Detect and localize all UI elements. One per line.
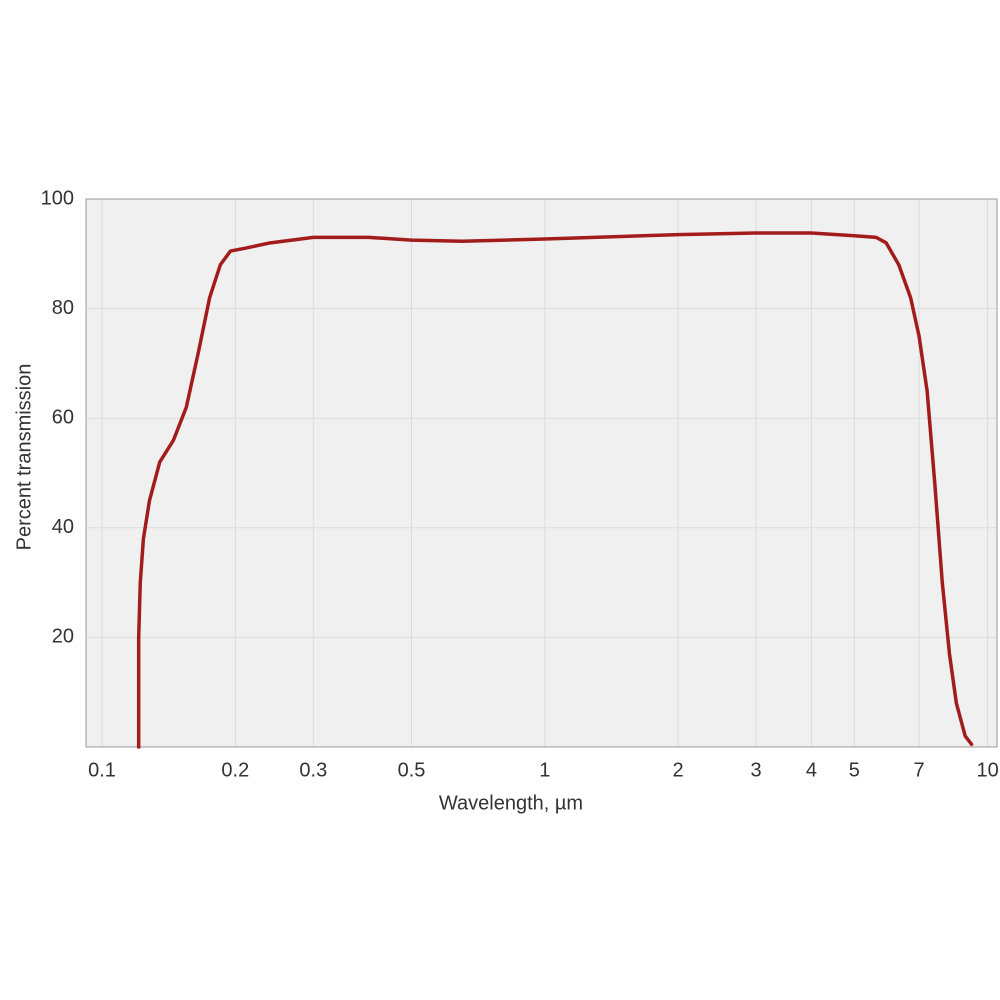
- x-tick-label: 10: [976, 759, 998, 781]
- x-tick-label: 0.5: [398, 759, 426, 781]
- plot-area: [86, 199, 997, 747]
- x-axis-label: Wavelength, µm: [439, 792, 583, 814]
- data-line: [136, 231, 974, 749]
- x-tick-label: 3: [751, 759, 762, 781]
- y-tick-label: 40: [52, 516, 74, 538]
- y-tick-label: 80: [52, 297, 74, 319]
- x-tick-label: 4: [806, 759, 817, 781]
- plot-border: [85, 198, 998, 748]
- y-tick-label: 60: [52, 406, 74, 428]
- x-tick-label: 0.3: [299, 759, 327, 781]
- y-tick-label: 20: [52, 626, 74, 648]
- x-tick-label: 0.2: [221, 759, 249, 781]
- x-tick-label: 7: [913, 759, 924, 781]
- x-tick-label: 5: [849, 759, 860, 781]
- y-axis-label: Percent transmission: [13, 364, 35, 551]
- x-tick-label: 0.1: [88, 759, 116, 781]
- x-tick-label: 1: [539, 759, 550, 781]
- x-tick-label: 2: [673, 759, 684, 781]
- y-tick-label: 100: [41, 187, 74, 209]
